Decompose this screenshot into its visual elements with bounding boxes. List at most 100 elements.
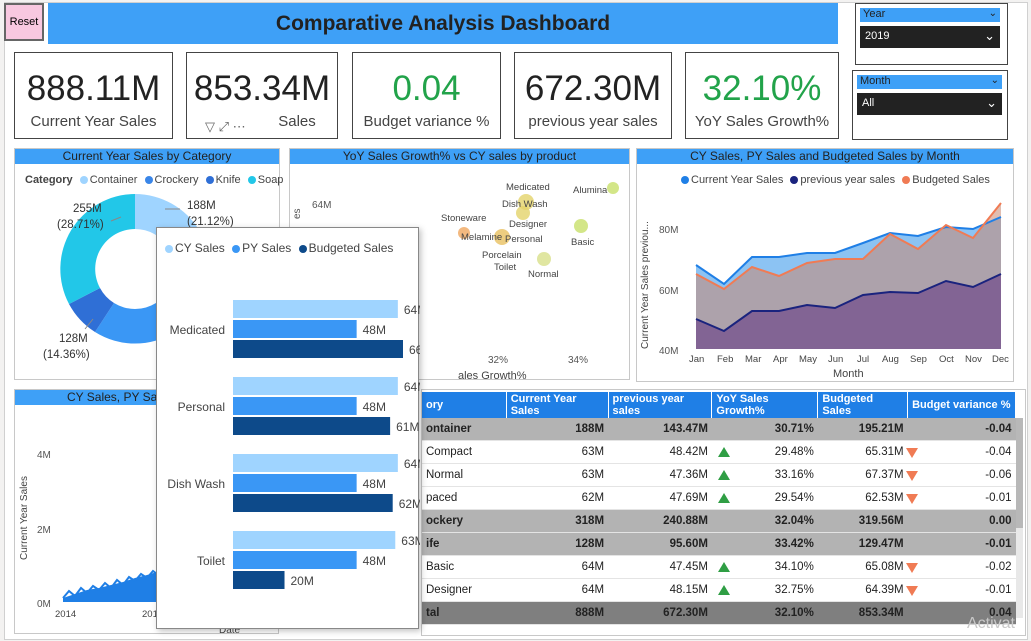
x-tick: Sep <box>910 354 927 365</box>
scatter-point[interactable] <box>537 252 551 266</box>
x-tick: Nov <box>965 354 982 365</box>
activation-watermark: Activat <box>966 615 1015 632</box>
cell-budget: 129.47M <box>817 532 908 556</box>
cell-py: 47.69M <box>608 486 712 510</box>
x-axis-label: Date <box>219 625 241 635</box>
table-row[interactable]: Designer 64M 48.15M 32.75% 64.39M -0.01 <box>422 578 1016 602</box>
x-tick: Mar <box>745 354 761 365</box>
y-tick: 80M <box>659 225 678 236</box>
visual-header-icons[interactable]: ▽ ⤢ ⋯ <box>205 119 246 135</box>
cell-budget-value: 64.39M <box>865 584 904 596</box>
legend-item[interactable]: Crockery <box>154 174 199 186</box>
month-slicer-header: Month ⌄ <box>857 75 1002 89</box>
cell-yoy: 32.10% <box>711 601 818 625</box>
matrix-scrollbar[interactable] <box>1016 418 1023 618</box>
tooltip-category-label: Personal <box>178 400 225 414</box>
y-axis-label: Current Year Sales <box>19 476 30 560</box>
area-py <box>696 274 1001 349</box>
cell-variance: 0.04 <box>907 601 1016 625</box>
table-row[interactable]: ife 128M 95.60M 33.42% 129.47M -0.01 <box>422 532 1016 556</box>
x-tick: Jan <box>689 354 704 365</box>
kpi-card-previous-year-sales[interactable]: 672.30M previous year sales <box>514 52 672 139</box>
column-header[interactable]: Budgeted Sales <box>817 392 909 418</box>
matrix-panel[interactable]: ory Current Year Sales previous year sal… <box>421 389 1026 636</box>
cell-variance: -0.06 <box>907 463 1016 487</box>
monthly-area-panel[interactable]: CY Sales, PY Sales and Budgeted Sales by… <box>636 148 1014 382</box>
chevron-down-icon: ⌄ <box>986 95 997 110</box>
column-header[interactable]: Budget variance % <box>907 392 1016 418</box>
legend-dot <box>232 244 241 253</box>
chevron-down-icon[interactable]: ⌄ <box>990 75 999 86</box>
line-budget[interactable] <box>695 202 1002 291</box>
tooltip-bar-value: 64M <box>404 457 420 471</box>
scatter-point[interactable] <box>458 227 470 239</box>
column-header[interactable]: ory <box>422 392 507 418</box>
month-slicer[interactable]: Month ⌄ All ⌄ <box>852 70 1008 140</box>
donut-slice-knife[interactable] <box>69 288 114 332</box>
cell-py: 672.30M <box>608 601 712 625</box>
column-header[interactable]: Current Year Sales <box>506 392 609 418</box>
tooltip-category-label: Dish Wash <box>167 477 225 491</box>
kpi-label: Current Year Sales <box>30 113 157 130</box>
area-legend: Current Year Sales previous year sales B… <box>677 174 990 186</box>
kpi-card-yoy-growth[interactable]: 32.10% YoY Sales Growth% <box>685 52 839 139</box>
legend-item[interactable]: previous year sales <box>800 174 896 186</box>
trend-chart: Current Year Sales 4M 2M 0M 2014 201 Dat… <box>19 450 241 635</box>
table-row[interactable]: Compact 63M 48.42M 29.48% 65.31M -0.04 <box>422 440 1016 464</box>
legend-item[interactable]: Budgeted Sales <box>912 174 990 186</box>
cell-category: ontainer <box>422 418 507 441</box>
kpi-card-budgeted-sales[interactable]: 853.34M Sales ▽ ⤢ ⋯ <box>186 52 338 139</box>
donut-slice-soap[interactable] <box>60 194 135 304</box>
kpi-card-current-year-sales[interactable]: 888.11M Current Year Sales <box>14 52 173 139</box>
legend-item[interactable]: Knife <box>215 174 241 186</box>
chevron-down-icon[interactable]: ⌄ <box>988 8 997 19</box>
month-select[interactable]: All ⌄ <box>857 93 1002 115</box>
tooltip-bar-value: 48M <box>363 477 386 491</box>
table-row[interactable]: ockery 318M 240.88M 32.04% 319.56M 0.00 <box>422 509 1016 533</box>
point-label: Normal <box>528 269 559 280</box>
x-tick: May <box>799 354 817 365</box>
point-label: Basic <box>571 237 594 248</box>
scatter-point[interactable] <box>518 194 534 210</box>
tooltip-bar-value: 63M <box>401 534 420 548</box>
year-select[interactable]: 2019 ⌄ <box>860 26 1000 48</box>
legend-item[interactable]: Soap <box>257 174 284 186</box>
point-label: Porcelain <box>482 250 522 261</box>
tooltip-bar <box>233 320 357 338</box>
scrollbar-thumb[interactable] <box>1016 418 1023 528</box>
cell-py: 47.36M <box>608 463 712 487</box>
cell-yoy-value: 29.48% <box>774 446 814 458</box>
focus-mode-icon[interactable]: ⤢ <box>218 119 230 134</box>
tooltip-bar <box>233 397 357 415</box>
filter-icon[interactable]: ▽ <box>205 119 215 134</box>
scatter-point[interactable] <box>607 182 619 194</box>
scatter-point[interactable] <box>516 206 530 220</box>
cell-budget: 195.21M <box>817 418 908 441</box>
column-header[interactable]: YoY Sales Growth% <box>711 392 819 418</box>
donut-slice-other[interactable] <box>95 303 175 344</box>
scatter-point[interactable] <box>494 229 510 245</box>
legend-item[interactable]: Container <box>89 174 138 186</box>
tooltip-bar <box>233 494 393 512</box>
legend-item[interactable]: Current Year Sales <box>691 174 784 186</box>
table-row[interactable]: ontainer 188M 143.47M 30.71% 195.21M -0.… <box>422 418 1016 441</box>
cell-cy: 64M <box>506 578 609 602</box>
down-arrow-icon <box>905 563 918 573</box>
kpi-label: Budget variance % <box>363 113 490 130</box>
column-header[interactable]: previous year sales <box>608 392 713 418</box>
scatter-point[interactable] <box>574 219 588 233</box>
more-options-icon[interactable]: ⋯ <box>232 119 246 134</box>
kpi-card-budget-variance[interactable]: 0.04 Budget variance % <box>352 52 501 139</box>
line-py[interactable] <box>695 273 1002 333</box>
cell-cy: 63M <box>506 463 609 487</box>
table-total-row[interactable]: tal 888M 672.30M 32.10% 853.34M 0.04 <box>422 601 1016 625</box>
table-row[interactable]: Basic 64M 47.45M 34.10% 65.08M -0.02 <box>422 555 1016 579</box>
x-tick: Jun <box>828 354 843 365</box>
table-row[interactable]: Normal 63M 47.36M 33.16% 67.37M -0.06 <box>422 463 1016 487</box>
year-slicer[interactable]: Year ⌄ 2019 ⌄ <box>855 3 1008 65</box>
kpi-value: 853.34M <box>193 69 331 108</box>
cell-variance: -0.01 <box>907 578 1016 602</box>
table-row[interactable]: paced 62M 47.69M 29.54% 62.53M -0.01 <box>422 486 1016 510</box>
reset-button[interactable]: Reset <box>4 3 44 41</box>
donut-legend: Category Container Crockery Knife Soap <box>25 174 283 186</box>
